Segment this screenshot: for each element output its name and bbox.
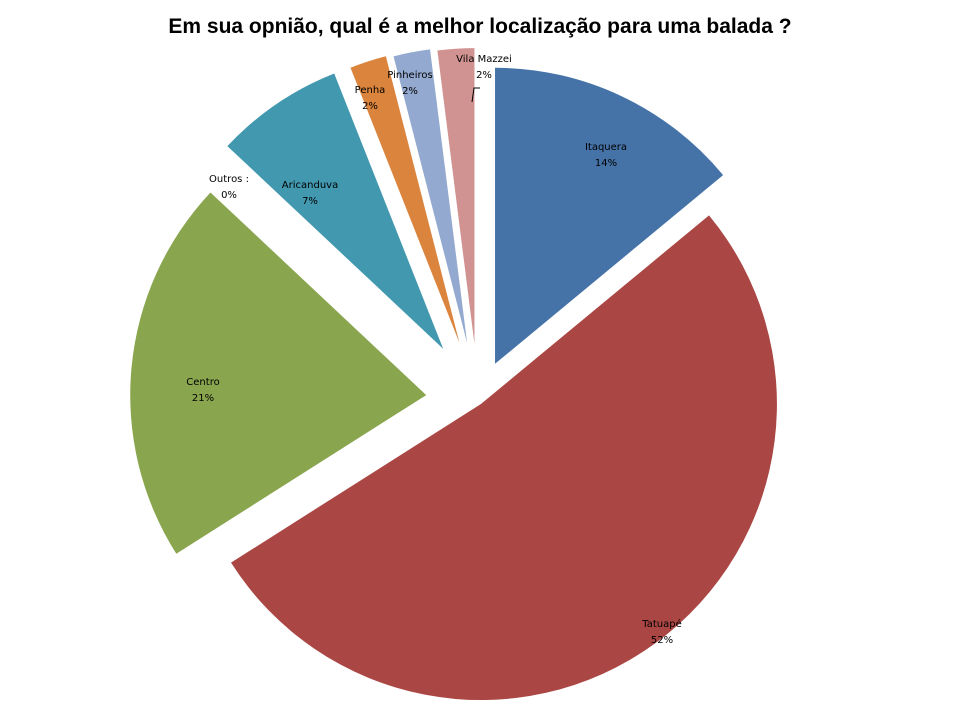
pie-slice-centro xyxy=(130,192,427,554)
slice-percent-pinheiros: 2% xyxy=(402,86,418,97)
slice-percent-penha: 2% xyxy=(362,101,378,112)
slice-percent-vila-mazzei: 2% xyxy=(476,70,492,81)
slice-label-vila-mazzei: Vila Mazzei xyxy=(456,54,512,65)
slice-percent-centro: 21% xyxy=(192,393,214,404)
slice-label-tatuape: Tatuapé xyxy=(641,618,681,630)
slice-percent-outros: 0% xyxy=(221,190,237,201)
slice-label-penha: Penha xyxy=(355,85,386,96)
chart-title: Em sua opnião, qual é a melhor localizaç… xyxy=(168,15,791,38)
pie-slice-itaquera xyxy=(495,67,724,364)
leader-line-vila-mazzei xyxy=(471,87,480,103)
pie-slice-penha xyxy=(350,56,460,343)
slice-label-centro: Centro xyxy=(186,377,219,388)
pie-slice-aricanduva xyxy=(227,73,444,349)
slice-label-aricanduva: Aricanduva xyxy=(282,180,338,191)
slice-percent-aricanduva: 7% xyxy=(302,196,318,207)
slices-layer xyxy=(130,48,777,701)
slice-percent-tatuape: 52% xyxy=(651,635,673,646)
labels-layer: Itaquera 14% Tatuapé 52% Centro 21% Outros : 0%… xyxy=(186,54,681,646)
pie-slice-vila-mazzei xyxy=(437,48,475,345)
pie-slice-tatuape xyxy=(231,215,777,701)
slice-label-pinheiros: Pinheiros xyxy=(387,70,432,81)
slice-percent-itaquera: 14% xyxy=(595,158,617,169)
slice-label-outros: Outros : xyxy=(209,174,249,185)
slice-label-itaquera: Itaquera xyxy=(585,142,627,153)
pie-slice-pinheiros xyxy=(393,49,468,344)
